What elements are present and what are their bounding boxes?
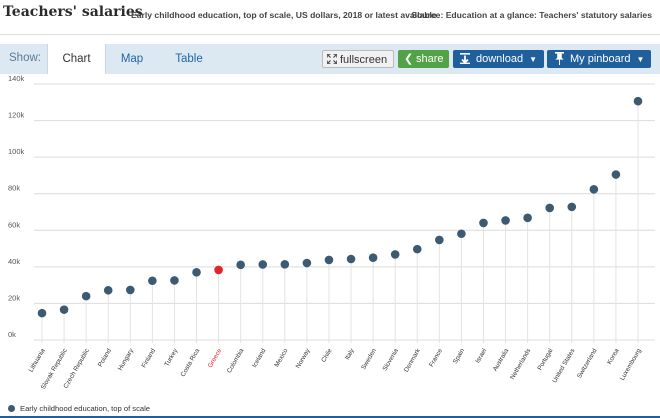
data-point xyxy=(214,265,223,275)
x-tick-label: Australia xyxy=(492,347,511,372)
data-point xyxy=(412,244,422,254)
data-point xyxy=(236,260,245,270)
x-tick-label: Hungary xyxy=(117,347,136,372)
download-icon xyxy=(460,53,470,64)
chart-legend: Early childhood education, top of scale xyxy=(8,404,150,413)
download-button[interactable]: download ▼ xyxy=(453,50,544,68)
salary-chart: 0k20k40k60k80k100k120k140kLithuaniaSlova… xyxy=(8,74,655,391)
y-tick-label: 0k xyxy=(8,330,16,339)
x-tick-label: Iceland xyxy=(251,347,268,369)
pinboard-label: My pinboard xyxy=(570,53,631,65)
x-tick-label: Colombia xyxy=(226,347,246,374)
data-point xyxy=(346,254,356,264)
x-tick-label: Finland xyxy=(141,347,158,369)
data-point xyxy=(545,203,555,213)
data-point xyxy=(390,250,400,259)
pinboard-button[interactable]: My pinboard ▼ xyxy=(547,50,651,68)
y-tick-label: 140k xyxy=(8,74,25,83)
data-point xyxy=(103,285,113,295)
y-tick-label: 60k xyxy=(8,220,20,229)
y-tick-label: 120k xyxy=(8,111,25,120)
tab-map[interactable]: Map xyxy=(120,53,144,65)
chevron-down-icon: ▼ xyxy=(529,55,538,64)
data-point xyxy=(567,202,577,212)
show-label: Show: xyxy=(9,52,41,64)
share-label: share xyxy=(416,53,444,65)
x-tick-label: Mexico xyxy=(273,347,289,368)
x-tick-label: Norway xyxy=(295,347,312,370)
x-tick-label: Slovenia xyxy=(382,347,401,372)
data-point xyxy=(59,305,69,314)
y-tick-label: 100k xyxy=(8,147,25,156)
source-note: Source: Education at a glance: Teachers'… xyxy=(411,10,652,20)
x-tick-label: Denmark xyxy=(403,347,422,374)
data-point xyxy=(479,218,488,228)
x-tick-label: Netherlands xyxy=(509,348,532,381)
data-point xyxy=(280,259,290,269)
fullscreen-icon xyxy=(327,54,337,64)
legend-marker xyxy=(8,404,15,412)
y-tick-label: 80k xyxy=(8,184,20,193)
fullscreen-label: fullscreen xyxy=(340,54,388,66)
tab-table[interactable]: Table xyxy=(175,53,203,65)
x-tick-label: France xyxy=(428,347,444,368)
legend-label: Early childhood education, top of scale xyxy=(20,404,151,413)
header: Teachers' salaries Early childhood educa… xyxy=(0,0,660,35)
data-point xyxy=(125,285,135,295)
data-point xyxy=(501,216,510,225)
chart-subtitle: Early childhood education, top of scale,… xyxy=(131,10,437,20)
pin-icon xyxy=(555,52,564,65)
data-point xyxy=(192,268,201,277)
data-point xyxy=(457,229,466,239)
share-icon: ❮ xyxy=(404,53,414,65)
x-tick-label: Luxembourg xyxy=(619,347,643,382)
share-button[interactable]: ❮ share xyxy=(398,50,449,68)
data-point xyxy=(324,255,334,265)
data-point xyxy=(258,260,268,269)
toolbar: Show: Chart Map Table fullscreen ❮ share… xyxy=(0,44,660,74)
y-tick-label: 20k xyxy=(8,293,20,302)
data-point xyxy=(589,185,599,194)
fullscreen-button[interactable]: fullscreen xyxy=(322,50,394,68)
download-label: download xyxy=(476,53,524,65)
x-tick-label: Spain xyxy=(452,347,466,365)
x-tick-label: Korea xyxy=(606,347,621,366)
data-point xyxy=(435,235,444,245)
data-point xyxy=(170,276,179,285)
bottom-divider xyxy=(0,416,660,418)
x-tick-label: Lithuania xyxy=(28,347,47,373)
x-tick-label: Poland xyxy=(97,347,113,368)
x-tick-label: Greece xyxy=(207,347,224,369)
data-point xyxy=(302,258,312,268)
x-tick-label: Costa Rica xyxy=(180,347,202,378)
data-point xyxy=(611,170,621,179)
chevron-down-icon: ▼ xyxy=(636,55,645,64)
tab-chart[interactable]: Chart xyxy=(47,44,106,74)
data-point xyxy=(37,308,47,318)
x-tick-label: Israel xyxy=(474,348,488,365)
x-tick-label: Sweden xyxy=(360,347,378,371)
x-tick-label: Portugal xyxy=(536,348,554,372)
x-tick-label: United States xyxy=(551,348,576,385)
data-point xyxy=(368,253,378,263)
data-point xyxy=(633,96,643,106)
data-point xyxy=(81,291,91,301)
x-tick-label: Italy xyxy=(344,347,356,361)
data-point xyxy=(148,276,157,286)
y-tick-label: 40k xyxy=(8,257,20,266)
x-tick-label: Switzerland xyxy=(576,347,599,379)
x-tick-label: Chile xyxy=(320,347,334,363)
page-title: Teachers' salaries xyxy=(3,4,143,20)
x-tick-label: Turkey xyxy=(163,347,179,368)
data-point xyxy=(523,213,532,223)
